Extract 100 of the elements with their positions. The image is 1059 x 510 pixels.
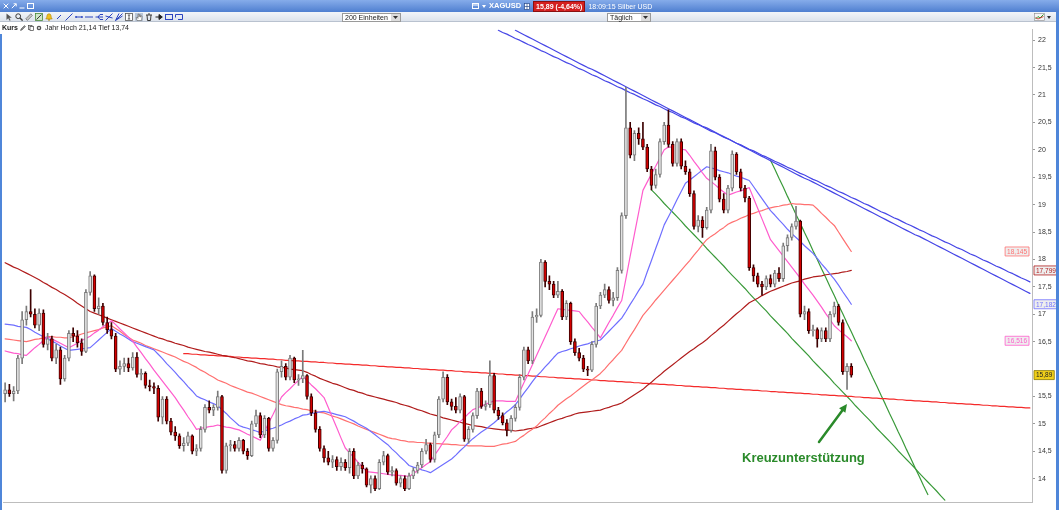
candlestick [658, 138, 662, 178]
candlestick [84, 289, 88, 353]
candlestick [309, 393, 314, 416]
candlestick [360, 461, 365, 474]
candlestick [377, 459, 382, 490]
candlestick [173, 426, 178, 441]
candlestick [326, 450, 331, 466]
candlestick [483, 400, 488, 411]
candlestick [28, 289, 33, 318]
candlestick [288, 355, 292, 381]
candlestick [471, 412, 475, 433]
candlestick [802, 305, 807, 321]
candlestick [760, 281, 764, 296]
candlestick [424, 438, 428, 455]
candlestick [475, 387, 479, 419]
candlestick [556, 281, 560, 299]
candlestick [33, 308, 37, 329]
candlestick [339, 457, 343, 471]
candlestick [709, 143, 713, 214]
candlestick [241, 438, 246, 455]
candlestick [190, 434, 195, 455]
candlestick [679, 138, 684, 170]
candlestick [266, 416, 271, 452]
candlestick [670, 141, 675, 167]
candlestick [330, 455, 335, 469]
candlestick [368, 475, 373, 494]
candlestick [215, 390, 220, 411]
candlestick [258, 412, 263, 438]
candlestick [20, 311, 24, 364]
candlestick [624, 86, 628, 219]
candlestick [441, 371, 445, 403]
candlestick [653, 168, 658, 189]
candlestick [539, 259, 543, 318]
candlestick [122, 357, 127, 373]
candlestick [275, 368, 280, 444]
candlestick [156, 385, 161, 422]
candlestick [3, 382, 7, 403]
candlestick [849, 363, 854, 378]
candlestick [794, 205, 798, 230]
candlestick [343, 459, 348, 471]
candlestick [560, 289, 564, 321]
candlestick [237, 437, 241, 452]
candlestick [828, 311, 832, 342]
candlestick [390, 466, 394, 477]
candlestick [806, 308, 811, 334]
candlestick [203, 404, 207, 433]
candlestick [505, 419, 509, 437]
candlestick [662, 122, 667, 145]
candlestick [207, 400, 212, 414]
candlestick [300, 350, 305, 384]
candlestick [543, 260, 547, 288]
candlestick [721, 193, 726, 214]
candlestick [777, 267, 781, 282]
candlestick [832, 301, 837, 318]
candlestick [522, 346, 526, 381]
candlestick [385, 453, 390, 475]
candlestick [402, 475, 407, 492]
candlestick [704, 207, 709, 230]
candlestick [317, 426, 322, 452]
candlestick [675, 138, 679, 167]
candlestick [101, 302, 105, 326]
candlestick [292, 356, 297, 384]
candlestick [594, 302, 598, 348]
candlestick [283, 363, 288, 381]
candlestick [220, 395, 224, 474]
candlestick [373, 475, 377, 492]
candlestick [54, 344, 58, 364]
candlestick [492, 373, 496, 414]
candlestick [67, 330, 71, 362]
candlestick [823, 327, 828, 342]
candlestick [96, 297, 101, 315]
candlestick [118, 360, 122, 375]
candlestick [228, 439, 233, 452]
candlestick [169, 418, 173, 436]
candlestick [105, 316, 110, 334]
candlestick [645, 143, 650, 173]
candlestick [526, 346, 530, 364]
candlestick [356, 461, 360, 480]
candlestick [577, 347, 581, 362]
candlestick [687, 168, 692, 197]
candlestick [164, 396, 169, 425]
candlestick [50, 335, 54, 362]
candlestick [254, 409, 258, 427]
candlestick [334, 456, 339, 471]
candlestick [181, 437, 186, 452]
candlestick [394, 468, 399, 486]
annotation: Kreuzunterstützung [742, 450, 865, 465]
candlestick [692, 190, 696, 230]
candlestick [636, 127, 641, 145]
candlestick [781, 242, 786, 282]
candlestick [322, 445, 326, 463]
candlestick [815, 327, 820, 348]
candlestick [585, 365, 590, 376]
candlestick [249, 420, 254, 458]
candlestick [840, 319, 845, 375]
candlestick [88, 271, 92, 296]
candlestick [573, 338, 577, 356]
candlestick [135, 352, 139, 378]
candlestick [488, 360, 492, 408]
candlestick [37, 308, 41, 332]
